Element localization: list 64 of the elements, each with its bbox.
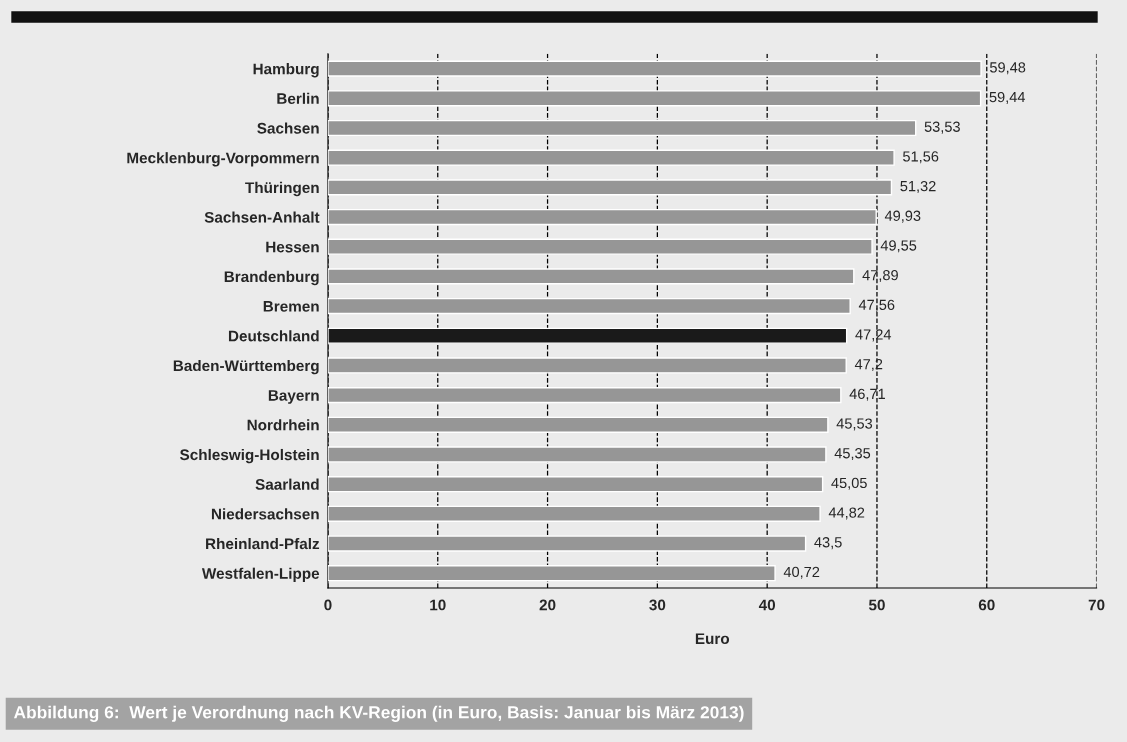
bar xyxy=(327,505,821,522)
bar xyxy=(327,179,893,196)
bar xyxy=(327,149,895,166)
data-label: 44,82 xyxy=(828,507,865,520)
bar xyxy=(327,416,829,433)
y-tick-label: Mecklenburg-Vorpommern xyxy=(127,152,319,167)
data-label: 47,24 xyxy=(855,329,892,342)
y-tick-label: Hamburg xyxy=(253,63,319,78)
data-label: 45,35 xyxy=(834,448,871,461)
x-axis-title: Euro xyxy=(695,633,730,645)
data-label: 51,56 xyxy=(903,151,939,164)
data-label: 40,72 xyxy=(783,566,820,579)
x-tick-label: 50 xyxy=(868,599,885,611)
y-tick-label: Schleswig-Holstein xyxy=(180,448,319,464)
y-tick-label: Deutschland xyxy=(228,330,319,342)
bar xyxy=(327,90,982,107)
bar xyxy=(327,387,842,404)
x-tick-label: 70 xyxy=(1088,599,1105,611)
y-tick-label: Brandenburg xyxy=(224,270,319,286)
bar xyxy=(327,535,807,552)
data-label: 51,32 xyxy=(900,180,936,193)
y-tick-label: Bremen xyxy=(263,301,319,312)
bar xyxy=(327,327,848,344)
y-tick-label: Sachsen-Anhalt xyxy=(204,211,320,223)
data-label: 47,56 xyxy=(858,299,895,312)
y-tick-label: Saarland xyxy=(255,478,319,490)
y-tick-label: Rheinland-Pfalz xyxy=(206,537,320,550)
data-label: 59,48 xyxy=(989,62,1026,75)
x-tick-label: 30 xyxy=(649,599,666,611)
y-tick-label: Bayern xyxy=(268,390,319,404)
data-label: 47,2 xyxy=(854,359,883,372)
bar xyxy=(327,357,847,374)
bar xyxy=(327,208,877,226)
y-tick-label: Baden-Württemberg xyxy=(173,359,319,375)
bar xyxy=(327,268,855,285)
x-tick-label: 20 xyxy=(539,599,556,611)
y-tick-label: Nordrhein xyxy=(247,419,319,431)
data-label: 43,5 xyxy=(814,537,842,550)
bar xyxy=(327,476,824,493)
data-label: 45,53 xyxy=(836,418,873,431)
data-label: 46,71 xyxy=(849,388,885,401)
data-label: 45,05 xyxy=(831,477,867,490)
y-tick-label: Sachsen xyxy=(257,122,319,134)
bar xyxy=(327,297,851,315)
bar xyxy=(327,60,982,77)
y-tick-label: Berlin xyxy=(277,92,319,104)
bar xyxy=(327,446,827,463)
bar xyxy=(327,238,873,255)
x-tick-label: 40 xyxy=(758,599,776,611)
y-tick-label: Thüringen xyxy=(245,181,319,197)
x-tick-label: 10 xyxy=(430,599,446,611)
bar xyxy=(327,565,776,582)
y-tick-label: Westfalen-Lippe xyxy=(201,567,320,582)
x-tick-label: 0 xyxy=(324,599,332,611)
data-label: 47,89 xyxy=(862,269,898,283)
data-label: 59,44 xyxy=(989,91,1026,104)
x-tick-label: 60 xyxy=(978,599,995,611)
data-label: 49,55 xyxy=(880,240,917,253)
y-tick-label: Hessen xyxy=(266,241,319,253)
y-tick-label: Niedersachsen xyxy=(211,508,319,520)
text: Abbildung 6: Wert je Verordnung nach KV-Region (in Euro, Basis: Januar bis März 2013) xyxy=(13,705,744,722)
bar xyxy=(327,119,917,137)
data-label: 53,53 xyxy=(924,121,960,134)
data-label: 49,93 xyxy=(884,210,921,223)
